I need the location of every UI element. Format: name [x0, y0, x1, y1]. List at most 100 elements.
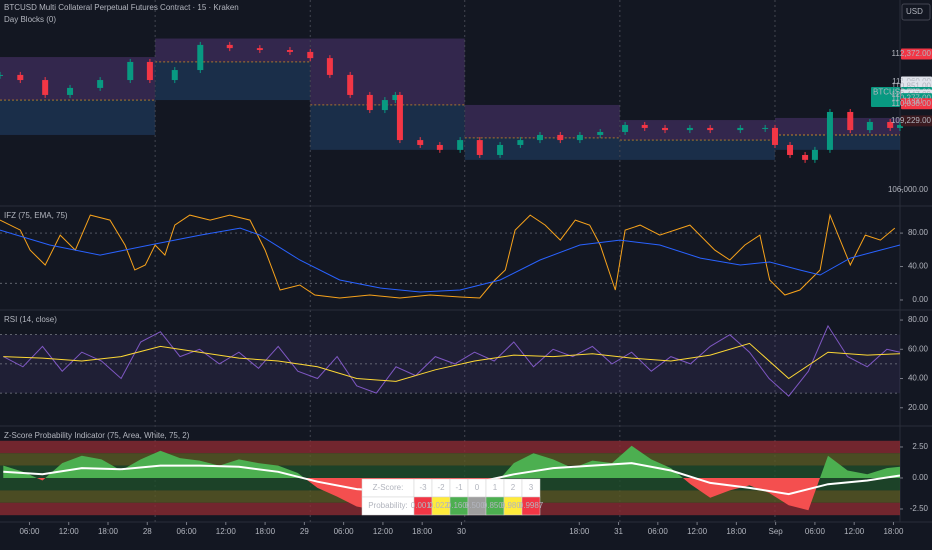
y-tick-label: 0.00: [912, 295, 928, 304]
x-tick-label: 12:00: [59, 527, 80, 536]
day-block-lower: [155, 61, 311, 101]
symbol-label-box: [871, 86, 900, 107]
panel-title: Z-Score Probability Indicator (75, Area,…: [4, 431, 190, 440]
table-text: 0.5000: [465, 501, 490, 510]
z-score-table: Z-Score: -3 -2 -1 0 1 2 3 Probability: 0.00130.02…: [361, 478, 544, 516]
x-tick-label: 18:00: [569, 527, 590, 536]
z-band: [0, 453, 900, 466]
candle-body: [737, 127, 744, 131]
table-text: 0.9800: [501, 501, 526, 510]
candle-body: [537, 134, 543, 141]
x-tick-label: 18:00: [98, 527, 119, 536]
day-block-lower: [0, 100, 156, 135]
series-line: [0, 213, 896, 299]
y-tick-label: 40.00: [908, 262, 929, 271]
panel: 80.00 40.00 0.00 IFZ (75, EMA, 75): [0, 205, 932, 304]
table-text: 1: [493, 483, 498, 492]
table-cell: [521, 496, 541, 516]
x-tick-label: 29: [300, 527, 309, 536]
x-tick-label: 12:00: [373, 527, 394, 536]
price-label: 112,372.00: [892, 49, 932, 58]
candle-body: [866, 121, 873, 131]
panel-title: RSI (14, close): [4, 315, 57, 324]
y-tick-label: 106,000.00: [888, 185, 929, 194]
day-block-upper: [155, 38, 311, 62]
panel: 80.00 60.00 40.00 20.00 RSI (14, close): [0, 309, 932, 412]
candle-body: [707, 127, 714, 131]
candle-body: [307, 51, 314, 59]
y-tick-label: 80.00: [908, 228, 929, 237]
candle-body: [557, 134, 564, 141]
x-tick-label: 06:00: [19, 527, 40, 536]
price-label: 110,851.00: [892, 82, 932, 91]
candle-body: [366, 94, 373, 111]
table-text: 0.9987: [519, 501, 544, 510]
table-text: -2: [437, 483, 445, 492]
currency-box: [901, 3, 931, 21]
x-tick-label: 06:00: [334, 527, 355, 536]
candle-body: [476, 140, 483, 155]
day-block-upper: [464, 104, 620, 138]
day-block-upper: [310, 38, 465, 105]
day-block-lower: [310, 104, 465, 150]
x-tick-label: 12:00: [844, 527, 865, 536]
series-line: [3, 342, 901, 382]
candle-body: [97, 80, 104, 88]
candle-body: [457, 140, 464, 150]
table-text: Z-Score:: [373, 483, 404, 492]
table-text: 0.8500: [483, 501, 508, 510]
table-text: 2: [511, 483, 516, 492]
candle-body: [171, 70, 178, 81]
y-tick-label: 40.00: [908, 374, 929, 383]
x-tick-label: 12:00: [687, 527, 708, 536]
candle-body: [286, 50, 293, 52]
day-block-lower: [619, 140, 775, 160]
x-tick-label: 12:00: [216, 527, 237, 536]
candle-body: [787, 144, 794, 155]
symbol-label: BTCUSD.PM: [873, 88, 920, 97]
candle-body: [497, 144, 504, 155]
table-text: -3: [419, 483, 427, 492]
candle-body: [436, 144, 443, 150]
y-tick-label: 80.00: [908, 315, 929, 324]
candle-body: [0, 74, 3, 76]
candle-body: [686, 127, 693, 131]
candle-body: [622, 124, 629, 132]
candle-body: [517, 140, 524, 145]
candle-body: [326, 58, 333, 75]
symbol-time: 11:00: [903, 97, 923, 106]
y-tick-label: -2.50: [910, 504, 929, 513]
price-label-box: [901, 48, 932, 60]
price-label: 110,038.00: [892, 99, 932, 108]
candle-body: [417, 140, 424, 145]
x-tick-label: Sep: [769, 527, 784, 536]
candle-body: [381, 100, 388, 111]
x-tick-label: 18:00: [255, 527, 276, 536]
table-text: 0.0013: [411, 501, 436, 510]
candle-body: [127, 61, 134, 81]
panel: 2.50 0.00 -2.50 Z-Score Probability Indicat…: [0, 425, 932, 536]
candle-body: [226, 44, 233, 49]
candle-body: [662, 127, 669, 131]
panel-title: BTCUSD Multi Collateral Perpetual Future…: [4, 3, 239, 12]
candle-body: [897, 124, 903, 128]
panel-subtitle: Day Blocks (0): [4, 15, 56, 24]
x-tick-label: 18:00: [883, 527, 904, 536]
x-tick-label: 31: [614, 527, 623, 536]
candle-body: [42, 80, 49, 95]
table-text: 3: [529, 483, 534, 492]
candle-body: [762, 127, 769, 129]
candle-body: [197, 44, 204, 71]
x-tick-label: 06:00: [805, 527, 826, 536]
currency-label: USD: [906, 7, 923, 16]
panel-title: IFZ (75, EMA, 75): [4, 211, 68, 220]
price-label-box: [901, 98, 932, 110]
z-band: [0, 440, 900, 454]
table-text: 0.0228: [429, 501, 454, 510]
candle-body: [887, 121, 894, 128]
series-line: [3, 324, 901, 397]
y-tick-label: 60.00: [908, 344, 929, 353]
candle-body: [826, 111, 833, 150]
